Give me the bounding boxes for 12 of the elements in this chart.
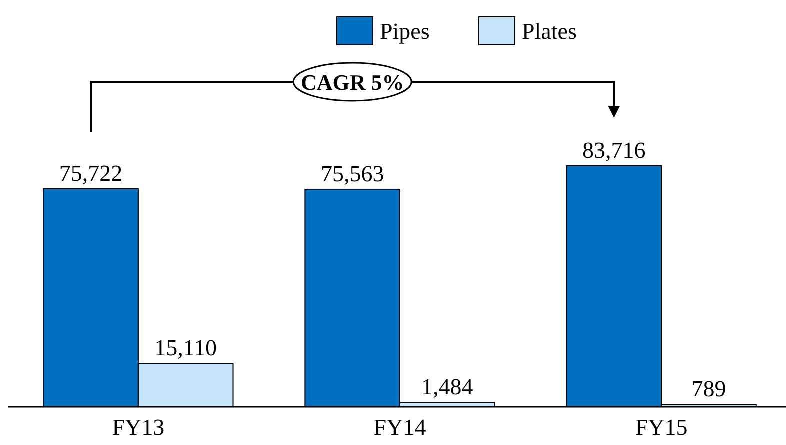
data-label: 83,716 [582, 138, 646, 163]
data-label: 75,722 [59, 161, 123, 186]
x-tick-label: FY15 [635, 415, 688, 440]
text: CAGR 5% [300, 70, 404, 95]
legend-label: Plates [522, 19, 577, 44]
data-label: 75,563 [320, 161, 384, 186]
legend-label: Pipes [380, 19, 430, 44]
data-label: 1,484 [422, 374, 474, 400]
x-tick-label: FY14 [374, 415, 427, 440]
x-tick-label: FY13 [112, 415, 165, 440]
data-label: 789 [692, 376, 726, 402]
data-label: 15,110 [154, 336, 218, 360]
